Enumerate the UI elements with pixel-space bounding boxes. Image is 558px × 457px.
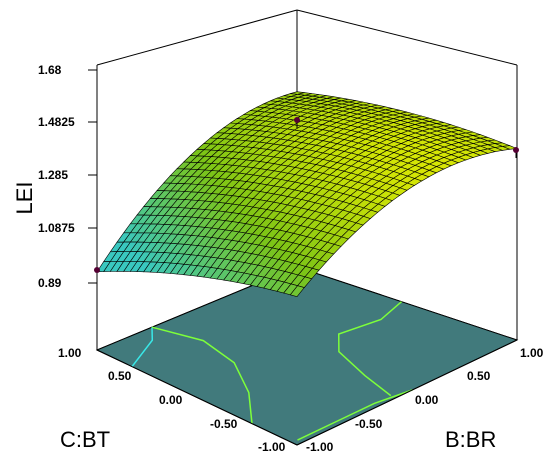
floor-plane <box>95 266 519 446</box>
z-tick-label: 0.89 <box>38 276 62 290</box>
c-axis-label: C:BT <box>60 427 110 452</box>
floor-contour-plane <box>95 266 519 446</box>
b-axis: -1.00 -0.50 0.00 0.50 1.00 B:BR <box>306 346 544 454</box>
b-tick-label: -0.50 <box>355 417 383 431</box>
floor-front-right-edge <box>296 339 518 446</box>
response-surface <box>96 91 518 298</box>
contour-line <box>151 326 253 424</box>
z-tick-label: 1.4825 <box>38 115 75 129</box>
design-point <box>294 117 300 123</box>
z-tick-label: 1.68 <box>38 63 62 77</box>
right-wall-top <box>296 9 518 66</box>
z-tick-label: 1.0875 <box>38 221 75 235</box>
b-tick-label: 0.00 <box>415 393 439 407</box>
contour-line <box>337 301 402 397</box>
surface-cell <box>289 285 305 298</box>
z-axis: 1.68 1.4825 1.285 1.0875 0.89 LEI <box>12 63 97 290</box>
b-tick-label: -1.00 <box>306 440 334 454</box>
b-axis-label: B:BR <box>445 427 496 452</box>
c-tick-label: 1.00 <box>58 346 82 360</box>
left-wall-top <box>96 9 298 66</box>
floor-front-left-edge <box>96 349 298 446</box>
design-point <box>94 267 100 273</box>
c-axis: 1.00 0.50 0.00 -0.50 -1.00 C:BT <box>58 346 286 454</box>
floor-front-edges <box>96 339 518 446</box>
z-axis-label: LEI <box>12 181 37 214</box>
design-points <box>94 117 519 278</box>
c-tick-label: 0.00 <box>159 393 183 407</box>
contour-line <box>297 389 413 441</box>
b-tick-label: 1.00 <box>520 346 544 360</box>
c-tick-label: -1.00 <box>258 440 286 454</box>
c-tick-label: 0.50 <box>108 369 132 383</box>
contour-line <box>131 327 154 368</box>
z-tick-label: 1.285 <box>38 168 68 182</box>
design-point <box>513 147 519 153</box>
b-tick-label: 0.50 <box>467 369 491 383</box>
c-tick-label: -0.50 <box>210 417 238 431</box>
